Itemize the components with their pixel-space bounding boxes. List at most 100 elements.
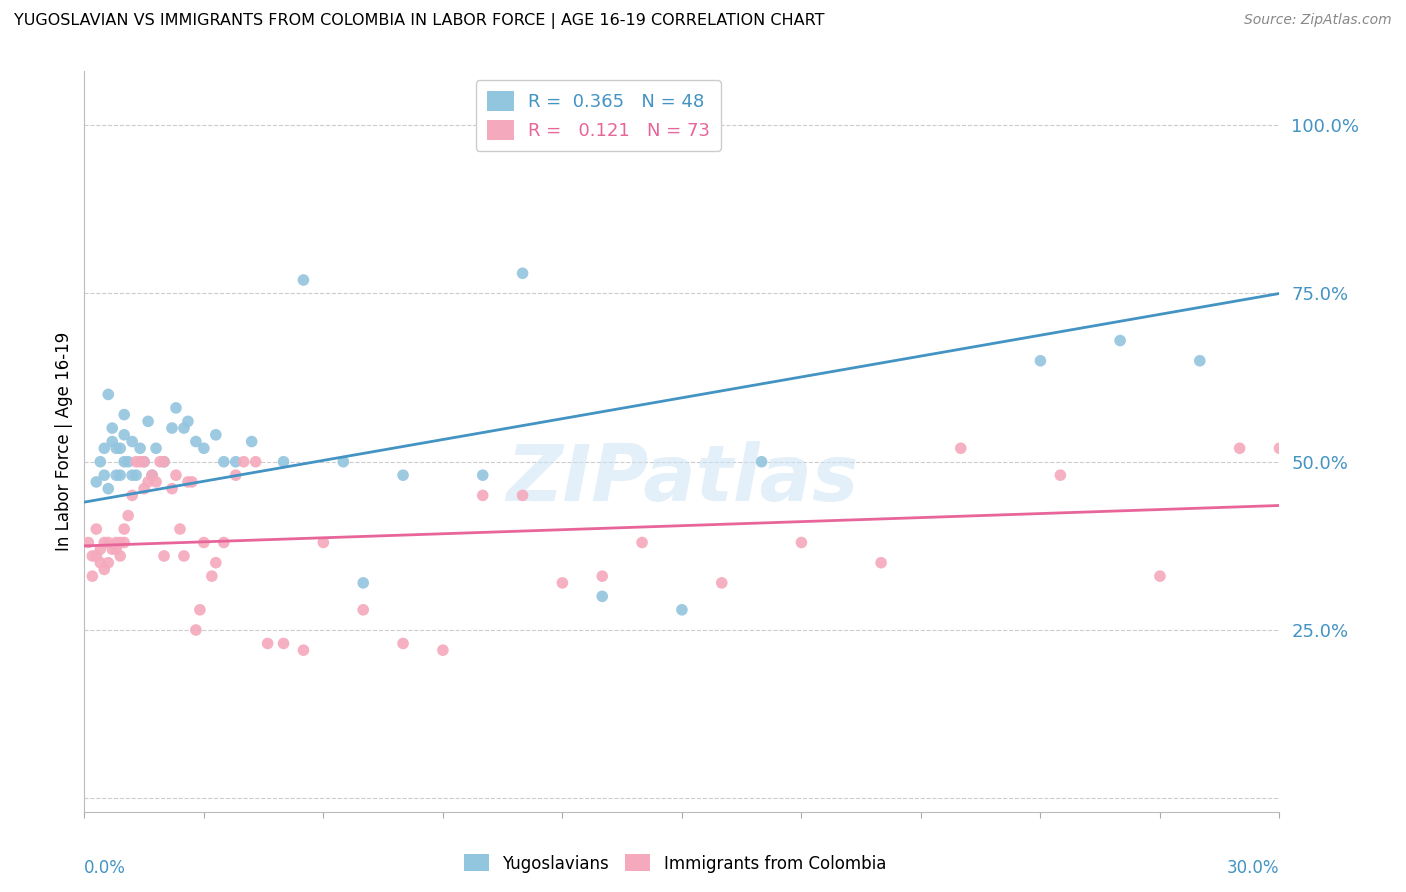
- Point: [292, 643, 315, 657]
- Point: [145, 475, 167, 489]
- Point: [132, 455, 156, 469]
- Point: [471, 488, 494, 502]
- Point: [136, 475, 159, 489]
- Point: [101, 421, 124, 435]
- Point: [160, 421, 183, 435]
- Point: [136, 414, 159, 428]
- Point: [352, 603, 374, 617]
- Point: [110, 442, 132, 456]
- Point: [86, 549, 108, 563]
- Point: [105, 468, 128, 483]
- Point: [212, 455, 235, 469]
- Point: [121, 434, 143, 449]
- Point: [177, 475, 200, 489]
- Point: [165, 401, 187, 415]
- Point: [205, 556, 228, 570]
- Point: [432, 643, 454, 657]
- Point: [751, 455, 773, 469]
- Point: [89, 455, 111, 469]
- Point: [173, 421, 195, 435]
- Point: [149, 455, 172, 469]
- Point: [141, 468, 163, 483]
- Point: [1308, 535, 1330, 549]
- Point: [870, 556, 893, 570]
- Point: [173, 549, 195, 563]
- Point: [631, 535, 654, 549]
- Point: [112, 455, 135, 469]
- Point: [188, 603, 211, 617]
- Point: [790, 535, 813, 549]
- Point: [710, 575, 733, 590]
- Point: [93, 442, 115, 456]
- Point: [201, 569, 224, 583]
- Point: [160, 482, 183, 496]
- Point: [181, 475, 204, 489]
- Point: [112, 408, 135, 422]
- Point: [949, 442, 972, 456]
- Point: [97, 556, 120, 570]
- Point: [225, 455, 247, 469]
- Point: [225, 468, 247, 483]
- Point: [165, 468, 187, 483]
- Point: [121, 488, 143, 502]
- Point: [240, 434, 263, 449]
- Point: [117, 455, 139, 469]
- Point: [110, 535, 132, 549]
- Point: [1188, 353, 1211, 368]
- Point: [184, 623, 207, 637]
- Legend: Yugoslavians, Immigrants from Colombia: Yugoslavians, Immigrants from Colombia: [457, 847, 893, 880]
- Point: [512, 266, 534, 280]
- Point: [1229, 442, 1251, 456]
- Point: [125, 468, 148, 483]
- Y-axis label: In Labor Force | Age 16-19: In Labor Force | Age 16-19: [55, 332, 73, 551]
- Point: [97, 535, 120, 549]
- Point: [93, 468, 115, 483]
- Point: [82, 569, 104, 583]
- Point: [169, 522, 191, 536]
- Point: [212, 535, 235, 549]
- Point: [1049, 468, 1071, 483]
- Point: [101, 542, 124, 557]
- Point: [392, 468, 415, 483]
- Point: [512, 488, 534, 502]
- Point: [105, 442, 128, 456]
- Point: [273, 455, 295, 469]
- Point: [105, 535, 128, 549]
- Point: [245, 455, 267, 469]
- Point: [177, 414, 200, 428]
- Point: [1268, 442, 1291, 456]
- Point: [1149, 569, 1171, 583]
- Point: [89, 556, 111, 570]
- Point: [205, 427, 228, 442]
- Text: Source: ZipAtlas.com: Source: ZipAtlas.com: [1244, 13, 1392, 28]
- Point: [153, 455, 176, 469]
- Point: [97, 387, 120, 401]
- Point: [82, 549, 104, 563]
- Point: [232, 455, 254, 469]
- Point: [471, 468, 494, 483]
- Point: [77, 535, 100, 549]
- Legend: R =  0.365   N = 48, R =   0.121   N = 73: R = 0.365 N = 48, R = 0.121 N = 73: [475, 80, 721, 151]
- Text: 30.0%: 30.0%: [1227, 859, 1279, 877]
- Point: [132, 455, 156, 469]
- Point: [117, 508, 139, 523]
- Point: [86, 522, 108, 536]
- Point: [1348, 556, 1371, 570]
- Point: [591, 590, 613, 604]
- Point: [89, 542, 111, 557]
- Point: [112, 522, 135, 536]
- Point: [256, 636, 278, 650]
- Point: [86, 475, 108, 489]
- Point: [93, 535, 115, 549]
- Point: [110, 549, 132, 563]
- Point: [93, 562, 115, 576]
- Point: [153, 549, 176, 563]
- Point: [312, 535, 335, 549]
- Point: [112, 427, 135, 442]
- Text: YUGOSLAVIAN VS IMMIGRANTS FROM COLOMBIA IN LABOR FORCE | AGE 16-19 CORRELATION C: YUGOSLAVIAN VS IMMIGRANTS FROM COLOMBIA …: [14, 13, 824, 29]
- Text: 0.0%: 0.0%: [84, 859, 127, 877]
- Point: [392, 636, 415, 650]
- Point: [125, 455, 148, 469]
- Point: [105, 542, 128, 557]
- Point: [352, 575, 374, 590]
